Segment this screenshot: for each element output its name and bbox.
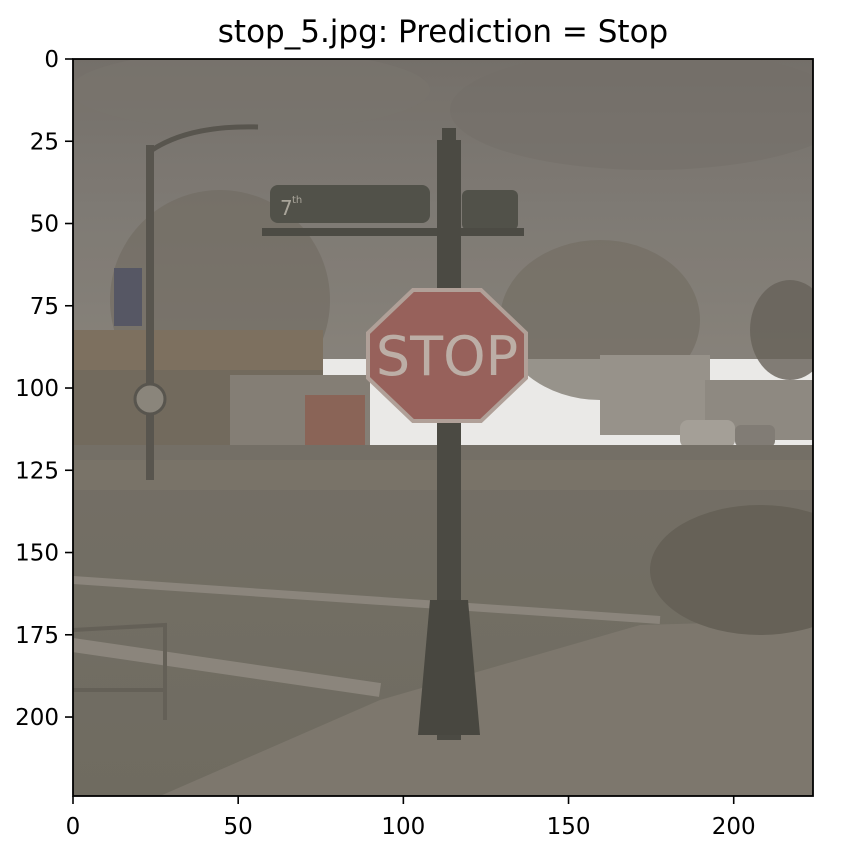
- building-red: [305, 395, 365, 445]
- x-tick-label: 150: [547, 814, 591, 840]
- x-tick-label: 0: [66, 814, 81, 840]
- y-tick-label: 150: [15, 541, 59, 567]
- stop-sign-text: STOP: [376, 325, 518, 388]
- photo: 7 th STOP: [73, 59, 813, 796]
- bush: [650, 505, 813, 635]
- railing: [73, 622, 167, 720]
- street-sign-number: 7: [280, 196, 293, 220]
- x-tick-label: 50: [224, 814, 253, 840]
- axes-frame: [72, 58, 814, 797]
- car: [735, 425, 775, 447]
- y-tick-label: 50: [30, 212, 59, 238]
- chart-title: stop_5.jpg: Prediction = Stop: [218, 14, 668, 50]
- y-tick-label: 75: [30, 294, 59, 320]
- x-tick-label: 200: [712, 814, 756, 840]
- street-sign-right: [462, 190, 518, 230]
- road-line: [73, 576, 661, 624]
- streetlight-arm: [150, 124, 259, 153]
- road-line: [73, 638, 382, 697]
- y-tick-label: 25: [30, 129, 59, 155]
- y-tick-label: 0: [44, 47, 59, 73]
- street-sign-suffix: th: [292, 195, 302, 206]
- round-sign: [133, 382, 167, 416]
- haze: [73, 59, 813, 796]
- banner: [114, 268, 142, 326]
- y-tick-label: 200: [15, 705, 59, 731]
- sign-bracket: [262, 228, 524, 236]
- y-axis-ticks: 0 25 50 75 100 125 150 175 200: [15, 47, 73, 731]
- x-axis-ticks: 0 50 100 150 200: [66, 796, 756, 840]
- y-tick-label: 100: [15, 376, 59, 402]
- pole-base: [418, 600, 480, 735]
- y-tick-label: 175: [15, 623, 59, 649]
- sidewalk: [160, 620, 813, 796]
- cloud: [450, 59, 813, 170]
- stop-sign: [366, 288, 528, 423]
- streetlight-pole: [146, 145, 154, 480]
- building-awning: [73, 330, 323, 370]
- car: [680, 420, 735, 448]
- pole-cap: [442, 128, 456, 146]
- tree: [750, 280, 813, 380]
- cloud: [73, 59, 430, 130]
- x-tick-label: 100: [381, 814, 425, 840]
- y-tick-label: 125: [15, 458, 59, 484]
- street-sign-left: [270, 185, 430, 223]
